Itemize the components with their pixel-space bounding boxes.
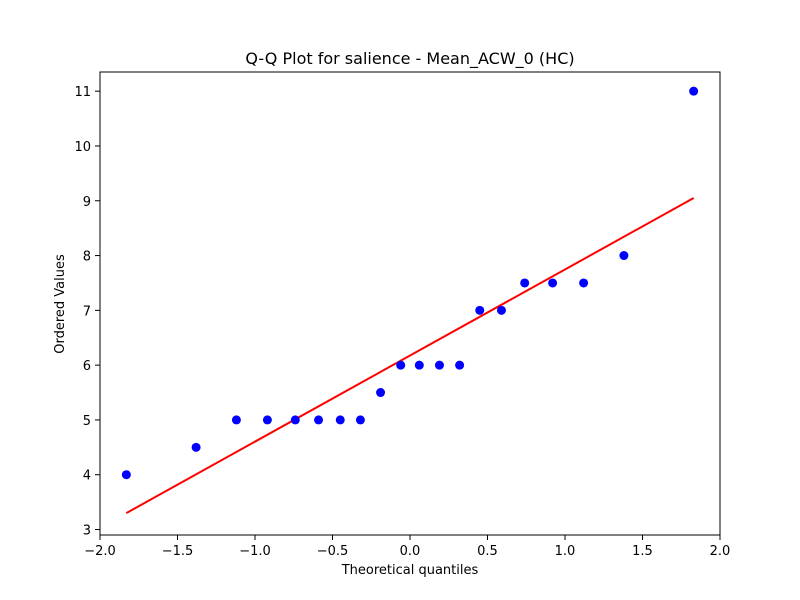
data-point [496,305,506,315]
y-axis-label: Ordered Values [53,254,68,354]
reference-line [125,197,695,514]
data-point [396,360,406,370]
y-tick-label: 5 [83,414,91,429]
plot-area [121,86,699,514]
data-point [619,251,629,261]
x-tick-label: −1.0 [239,544,271,559]
data-point [414,360,424,370]
y-tick-label: 7 [83,304,91,319]
data-point [314,415,324,425]
data-point [548,278,558,288]
x-tick-label: 0.0 [400,544,421,559]
x-tick-label: 1.5 [632,544,653,559]
data-point [434,360,444,370]
x-axis-label: Theoretical quantiles [341,563,479,578]
data-point [689,86,699,96]
x-tick-label: 1.0 [555,544,576,559]
data-point [520,278,530,288]
chart-title: Q-Q Plot for salience - Mean_ACW_0 (HC) [245,49,574,69]
data-point [121,470,131,480]
y-tick-label: 3 [83,524,91,539]
x-tick-label: 2.0 [710,544,731,559]
y-tick-label: 8 [83,250,91,265]
data-point [355,415,365,425]
data-point [455,360,465,370]
x-tick-label: −2.0 [84,544,116,559]
data-point [376,388,386,398]
data-point [475,305,485,315]
x-tick-label: −1.5 [162,544,194,559]
y-tick-label: 4 [83,469,91,484]
data-point [335,415,345,425]
data-point [262,415,272,425]
axes: −2.0 −1.5 −1.0 −0.5 0.0 0.5 1.0 1.5 2.0 3 4 5 6 7 8 9 10… [74,71,731,559]
data-point [579,278,589,288]
x-tick-label: 0.5 [477,544,498,559]
x-tick-label: −0.5 [317,544,349,559]
y-tick-label: 9 [83,195,91,210]
y-tick-label: 11 [74,85,91,100]
y-tick-label: 10 [74,140,91,155]
data-point [191,442,201,452]
data-point [231,415,241,425]
data-point [290,415,300,425]
y-tick-label: 6 [83,359,91,374]
